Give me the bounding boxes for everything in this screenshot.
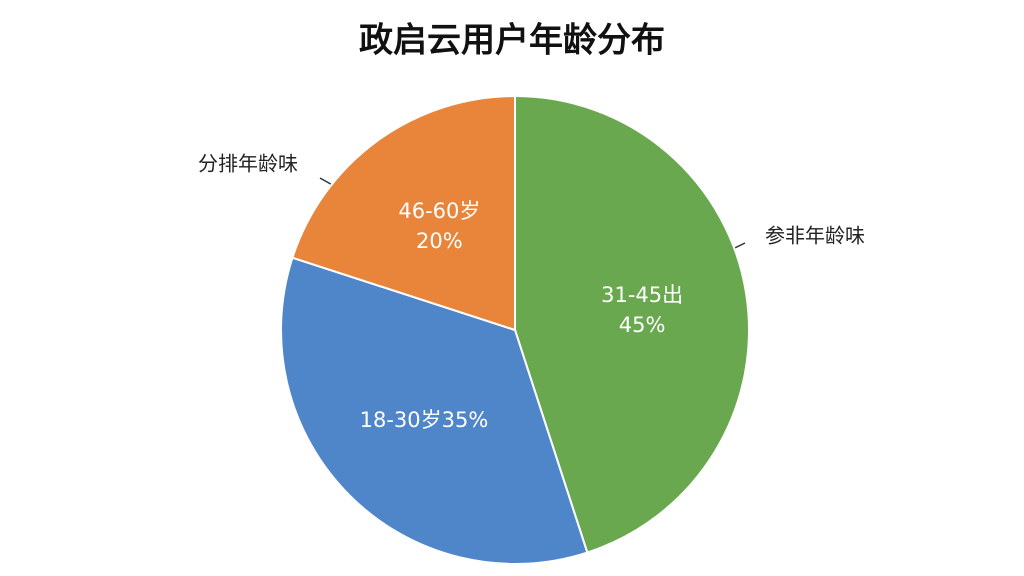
value-label: 35% [442, 408, 489, 432]
annotation: 分排年龄味 [198, 152, 298, 176]
annotation: 参非年龄味 [765, 224, 865, 248]
value-label: 45% [619, 313, 666, 337]
category-label: 46-60岁 [398, 199, 480, 223]
value-label: 20% [416, 229, 463, 253]
category-label: 18-30岁 [360, 408, 442, 432]
category-label: 31-45出 [601, 283, 683, 307]
pie-slice [291, 94, 516, 332]
pie-slice [514, 94, 750, 554]
pie-slice [280, 256, 589, 565]
slice-label: 18-30岁35% [360, 408, 489, 432]
chart-title: 政启云用户年龄分布 [359, 21, 665, 61]
